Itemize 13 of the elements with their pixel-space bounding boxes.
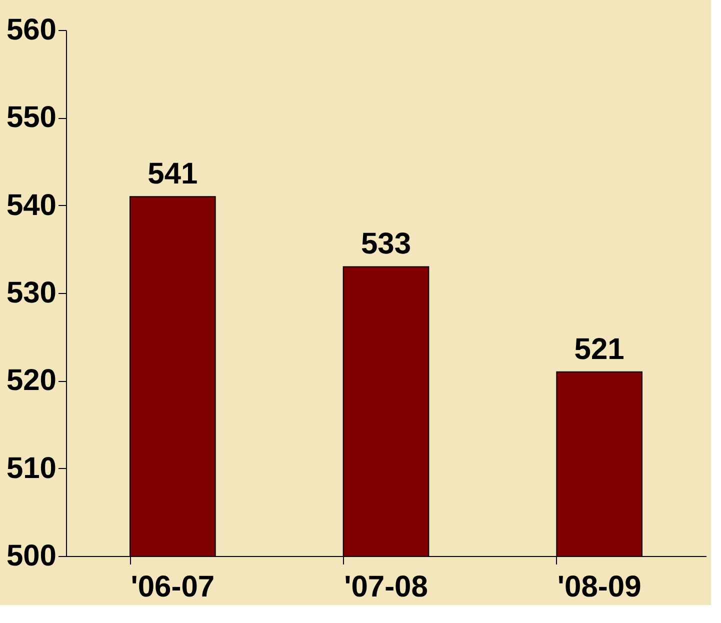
y-tick-label: 500 — [6, 540, 56, 572]
data-label: 533 — [360, 228, 412, 261]
y-tick-label: 530 — [6, 276, 56, 310]
y-tick-label: 560 — [6, 14, 56, 46]
y-tick-label: 520 — [6, 364, 56, 398]
x-tick-label: '06-07 — [130, 570, 215, 604]
y-tick-label: 510 — [6, 452, 56, 485]
x-tick-label: '08-09 — [557, 570, 642, 604]
data-label: 541 — [148, 158, 198, 191]
data-label: 521 — [574, 332, 624, 366]
y-tick-label: 540 — [6, 188, 56, 222]
x-tick-label: '07-08 — [344, 570, 428, 604]
y-tick-label: 550 — [6, 101, 56, 134]
